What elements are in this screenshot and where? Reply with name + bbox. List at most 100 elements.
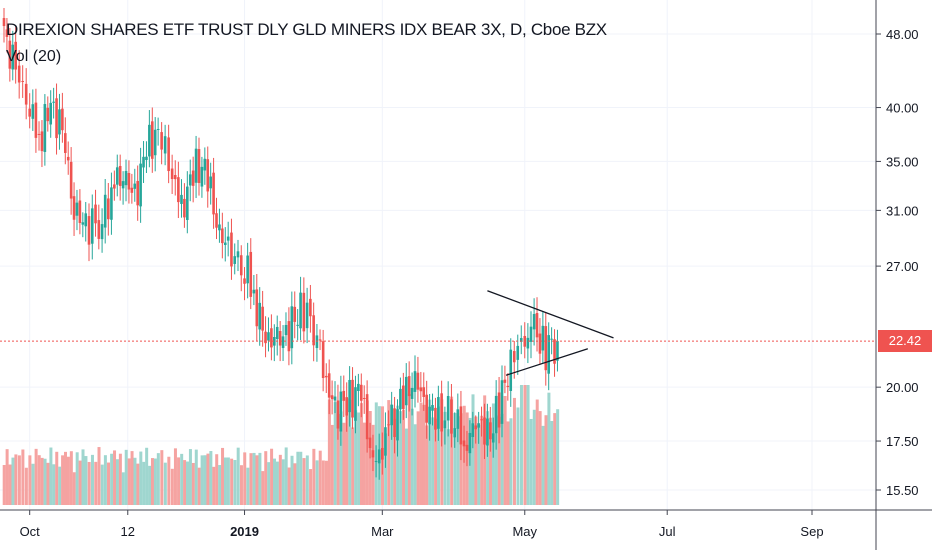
volume-bar bbox=[58, 466, 62, 505]
volume-bar bbox=[142, 461, 146, 505]
volume-bar bbox=[258, 452, 262, 505]
volume-bar bbox=[351, 427, 355, 505]
volume-bar bbox=[246, 467, 250, 505]
candle-body bbox=[354, 387, 357, 421]
candle-body bbox=[17, 65, 21, 83]
volume-bar bbox=[450, 396, 454, 505]
volume-bar bbox=[49, 447, 53, 505]
volume-bar bbox=[535, 399, 539, 505]
candle-body bbox=[87, 216, 91, 245]
candle-body bbox=[94, 204, 97, 224]
volume-bar bbox=[532, 409, 536, 505]
candle-body bbox=[413, 371, 417, 392]
volume-bar bbox=[226, 457, 230, 505]
candle-body bbox=[321, 341, 325, 379]
volume-bar bbox=[480, 415, 484, 505]
volume-bar bbox=[215, 454, 219, 505]
candle-body bbox=[434, 407, 437, 430]
volume-bar bbox=[90, 454, 94, 505]
candle-body bbox=[156, 128, 160, 130]
candle-body bbox=[541, 325, 545, 351]
candle-body bbox=[52, 101, 55, 103]
volume-bar bbox=[509, 418, 513, 505]
volume-bar bbox=[167, 456, 171, 505]
volume-bar bbox=[284, 447, 288, 505]
candle-body bbox=[500, 380, 504, 424]
candle-body bbox=[459, 406, 463, 445]
volume-bar bbox=[110, 453, 114, 505]
volume-bar bbox=[200, 455, 204, 505]
candle-body bbox=[270, 328, 273, 348]
candle-body bbox=[100, 224, 104, 240]
y-tick-label: 20.00 bbox=[886, 380, 919, 395]
volume-bar bbox=[453, 413, 457, 505]
volume-bar bbox=[84, 456, 88, 505]
candle-body bbox=[5, 29, 9, 37]
candle-body bbox=[127, 172, 131, 190]
candle-body bbox=[148, 124, 151, 157]
volume-bar bbox=[177, 457, 181, 505]
candle-body bbox=[497, 392, 501, 428]
candle-body bbox=[170, 168, 174, 180]
candle-body bbox=[526, 337, 530, 349]
candle-body bbox=[21, 80, 24, 82]
volume-bar bbox=[275, 461, 279, 505]
volume-bar bbox=[290, 455, 294, 505]
volume-bar bbox=[249, 453, 253, 505]
candle-body bbox=[61, 108, 64, 131]
candle-body bbox=[278, 331, 282, 346]
volume-bar bbox=[218, 465, 222, 505]
volume-bar bbox=[136, 463, 140, 505]
candle-body bbox=[37, 133, 41, 135]
candle-body bbox=[309, 298, 312, 317]
volume-bar bbox=[34, 448, 38, 505]
candle-body bbox=[390, 404, 393, 426]
candle-body bbox=[255, 289, 259, 327]
volume-bar bbox=[8, 464, 12, 505]
candle-body bbox=[368, 437, 372, 449]
candle-body bbox=[281, 336, 285, 349]
y-tick-label: 40.00 bbox=[886, 101, 919, 116]
candle-body bbox=[431, 405, 434, 411]
y-tick-label: 27.00 bbox=[886, 259, 919, 274]
volume-bar bbox=[384, 433, 388, 505]
candle-body bbox=[84, 213, 88, 227]
volume-bar bbox=[299, 451, 303, 505]
candle-body bbox=[261, 306, 264, 331]
volume-bar bbox=[223, 457, 227, 505]
volume-bar bbox=[318, 450, 322, 505]
candle-body bbox=[365, 394, 369, 440]
candle-body bbox=[351, 379, 354, 418]
volume-bar bbox=[471, 394, 475, 505]
volume-bar bbox=[541, 425, 545, 505]
candle-body bbox=[221, 228, 224, 244]
candle-body bbox=[440, 393, 443, 432]
candle-body bbox=[396, 409, 399, 441]
candle-body bbox=[494, 395, 498, 434]
candle-body bbox=[446, 396, 450, 421]
candle-body bbox=[197, 149, 201, 183]
volume-bar bbox=[170, 468, 174, 505]
candle-body bbox=[339, 391, 343, 432]
volume-bar bbox=[107, 462, 111, 505]
volume-bar bbox=[37, 455, 41, 505]
volume-bar bbox=[2, 465, 6, 505]
volume-bar bbox=[113, 450, 117, 505]
volume-bar bbox=[145, 447, 149, 505]
volume-bar bbox=[296, 451, 300, 505]
volume-bar bbox=[339, 411, 343, 505]
candle-body bbox=[64, 133, 67, 153]
volume-bar bbox=[61, 455, 65, 505]
candle-body bbox=[275, 326, 279, 340]
volume-bar bbox=[43, 458, 47, 505]
volume-bar bbox=[118, 453, 122, 505]
candle-body bbox=[236, 251, 240, 258]
volume-bar bbox=[402, 409, 406, 505]
candle-body bbox=[167, 137, 170, 172]
volume-bar bbox=[186, 461, 190, 505]
volume-bar bbox=[14, 454, 18, 505]
y-tick-label: 35.00 bbox=[886, 154, 919, 169]
volume-bar bbox=[547, 392, 551, 505]
candle-body bbox=[200, 166, 204, 187]
